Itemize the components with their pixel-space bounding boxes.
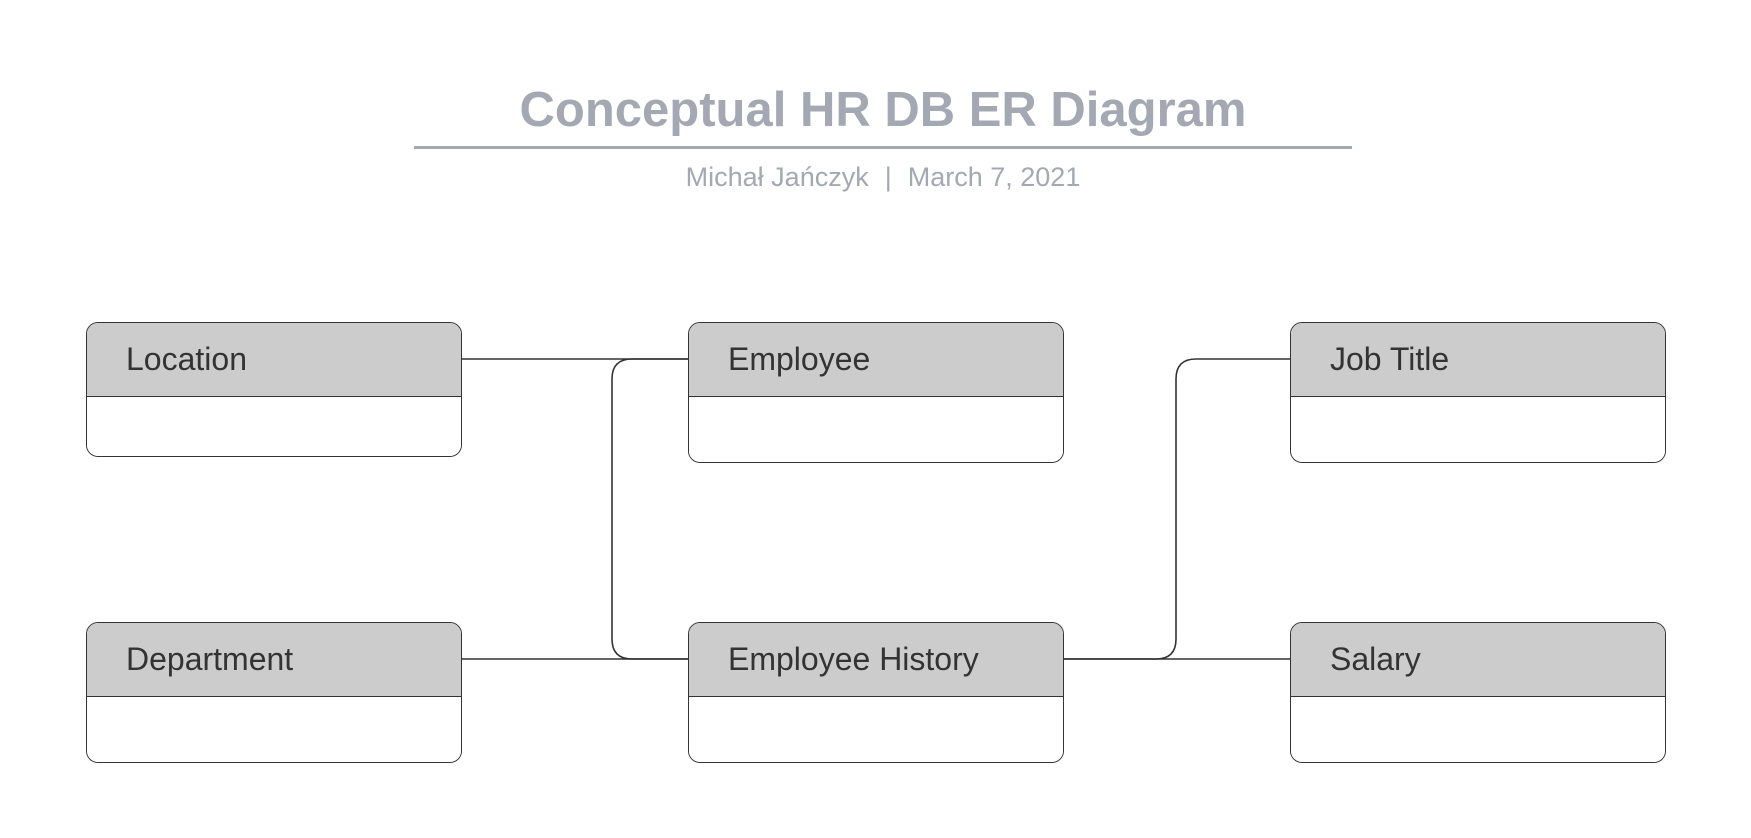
page-title: Conceptual HR DB ER Diagram (519, 83, 1247, 137)
entity-job-title[interactable]: Job Title (1290, 322, 1666, 463)
entity-employee-history-header: Employee History (689, 623, 1063, 697)
entity-job-title-body (1291, 397, 1665, 462)
entity-employee-history[interactable]: Employee History (688, 622, 1064, 763)
subtitle: Michał Jańczyk | March 7, 2021 (414, 160, 1352, 194)
entity-employee-header: Employee (689, 323, 1063, 397)
entity-location-body (87, 397, 461, 456)
entity-job-title-header: Job Title (1291, 323, 1665, 397)
entity-department-body (87, 697, 461, 762)
entity-location-header: Location (87, 323, 461, 397)
entity-employee[interactable]: Employee (688, 322, 1064, 463)
entity-department[interactable]: Department (86, 622, 462, 763)
diagram-date: March 7, 2021 (907, 162, 1081, 192)
connector-employee-employee-history[interactable] (611, 358, 688, 660)
entity-department-header: Department (87, 623, 461, 697)
entity-salary[interactable]: Salary (1290, 622, 1666, 763)
author-name: Michał Jańczyk (685, 162, 869, 192)
title-underline (414, 146, 1352, 149)
entity-location[interactable]: Location (86, 322, 462, 457)
entity-salary-header: Salary (1291, 623, 1665, 697)
subtitle-separator: | (884, 162, 892, 192)
entity-salary-body (1291, 697, 1665, 762)
connector-jobtitle-employee-history[interactable] (1064, 358, 1290, 660)
entity-employee-history-body (689, 697, 1063, 762)
entity-employee-body (689, 397, 1063, 462)
